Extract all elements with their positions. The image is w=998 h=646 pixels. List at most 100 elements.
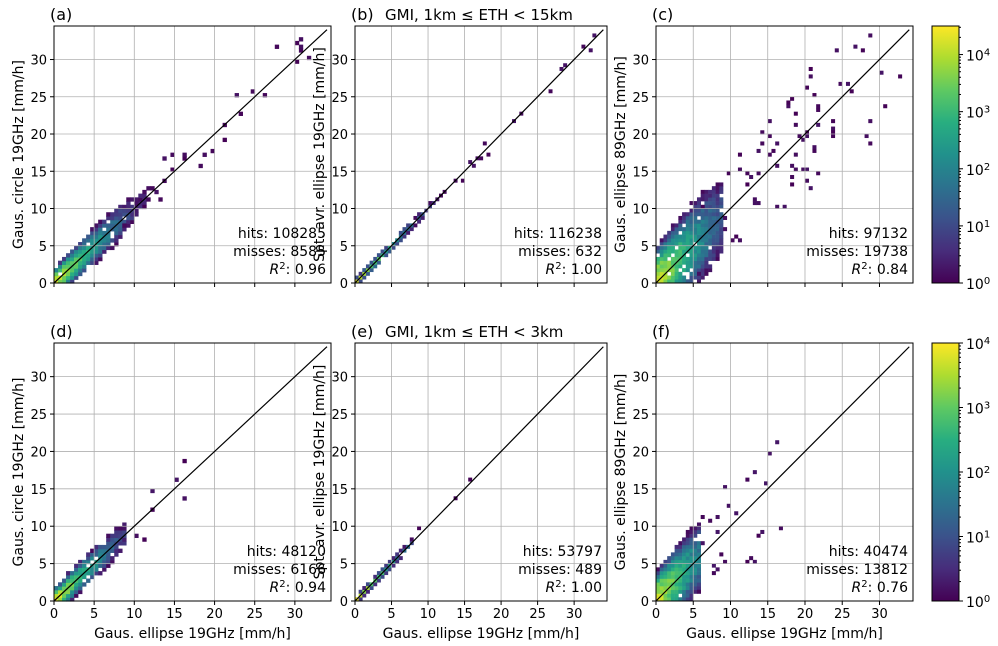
heatmap-cell <box>94 552 99 557</box>
heatmap-cell <box>682 537 687 542</box>
heatmap-cell <box>659 256 664 261</box>
heatmap-cell <box>700 223 705 228</box>
heatmap-cell <box>685 223 690 228</box>
heatmap-cell <box>274 44 280 49</box>
heatmap-cell <box>114 529 119 535</box>
heatmap-cell <box>700 204 705 209</box>
heatmap-cell <box>685 578 690 583</box>
heatmap-cell <box>82 260 87 265</box>
x-tick-label: 5 <box>689 607 697 622</box>
heatmap-cell <box>693 275 698 280</box>
heatmap-cell <box>689 544 694 549</box>
heatmap-cell <box>898 74 903 79</box>
heatmap-cell <box>384 563 389 568</box>
heatmap-cell <box>413 223 418 228</box>
heatmap-cell <box>685 238 690 243</box>
heatmap-cell <box>656 249 661 254</box>
heatmap-cell <box>696 271 701 276</box>
heatmap-cell <box>98 559 103 565</box>
heatmap-cell <box>74 253 79 258</box>
one-to-one-line <box>53 346 328 602</box>
heatmap-cell <box>670 586 675 591</box>
x-tick-label: 15 <box>759 607 776 622</box>
heatmap-cell <box>804 85 810 90</box>
heatmap-cell <box>54 593 59 598</box>
heatmap-cell <box>158 197 163 202</box>
heatmap-cell <box>689 578 694 583</box>
heatmap-cell <box>682 589 687 594</box>
heatmap-cell <box>90 260 95 265</box>
heatmap-cell <box>54 271 59 277</box>
heatmap-cell <box>387 249 392 254</box>
heatmap-cell <box>723 559 728 564</box>
y-tick-label: 10 <box>632 203 649 218</box>
heatmap-cell <box>700 238 705 243</box>
heatmap-cell <box>656 245 661 250</box>
heatmap-cell <box>693 260 698 265</box>
heatmap-cell <box>685 245 690 250</box>
heatmap-cell <box>693 256 698 261</box>
heatmap-cell <box>656 271 661 276</box>
heatmap-cell <box>704 208 709 213</box>
heatmap-cell <box>775 204 780 209</box>
heatmap-cell <box>696 234 701 239</box>
heatmap-cell <box>663 559 668 564</box>
heatmap-cell <box>730 238 735 243</box>
hits-label: hits: 53797 <box>523 544 602 560</box>
heatmap-cell <box>678 264 683 269</box>
heatmap-cell <box>548 89 553 94</box>
heatmap-cell <box>708 208 713 213</box>
heatmap-cell <box>708 189 713 194</box>
heatmap-cell <box>74 268 79 273</box>
heatmap-cell <box>98 249 103 254</box>
heatmap-cell <box>66 574 71 580</box>
heatmap-cell <box>154 189 159 195</box>
heatmap-cell <box>678 541 683 546</box>
heatmap-cell <box>685 537 690 542</box>
heatmap-cell <box>118 234 123 239</box>
r-squared-label: R2: 0.94 <box>270 579 327 597</box>
heatmap-cell <box>58 264 63 269</box>
heatmap-cell <box>689 559 694 564</box>
heatmap-cell <box>674 268 679 273</box>
r-squared-exponent: 2 <box>279 261 285 272</box>
heatmap-cell <box>708 219 713 224</box>
y-tick-label: 30 <box>632 371 649 386</box>
heatmap-cell <box>678 544 683 549</box>
r-squared-value: : 0.94 <box>286 580 326 596</box>
heatmap-cell <box>719 197 724 202</box>
r-squared-symbol: R <box>270 262 280 278</box>
colorbar-tick-label: 100 <box>966 276 990 294</box>
heatmap-cell <box>118 227 123 232</box>
heatmap-cell <box>700 193 705 198</box>
colorbar-tick-exponent: 2 <box>984 465 990 476</box>
heatmap-cell <box>126 204 131 210</box>
colorbar-tick-exponent: 4 <box>984 47 990 58</box>
heatmap-cell <box>656 567 661 572</box>
heatmap-cell <box>170 167 175 172</box>
heatmap-cell <box>726 171 731 176</box>
heatmap-cell <box>696 567 701 572</box>
heatmap-cell <box>868 141 873 146</box>
heatmap-cell <box>98 245 103 251</box>
y-tick-label: 30 <box>331 371 348 386</box>
y-tick-label: 25 <box>30 91 47 106</box>
heatmap-cell <box>106 556 111 561</box>
y-tick-label: 0 <box>340 277 348 292</box>
heatmap-cell <box>693 563 698 568</box>
heatmap-cell <box>130 219 135 224</box>
heatmap-cell <box>82 256 87 262</box>
heatmap-cell <box>711 208 716 213</box>
heatmap-cell <box>696 275 701 280</box>
heatmap-cell <box>659 253 664 258</box>
heatmap-cell <box>387 559 392 564</box>
heatmap-cell <box>656 582 661 587</box>
heatmap-cell <box>402 544 407 549</box>
heatmap-cell <box>696 223 701 228</box>
heatmap-cell <box>678 589 683 594</box>
heatmap-cell <box>670 260 675 265</box>
heatmap-cell <box>879 70 884 75</box>
heatmap-cell <box>667 242 672 247</box>
y-tick-label: 25 <box>632 91 649 106</box>
